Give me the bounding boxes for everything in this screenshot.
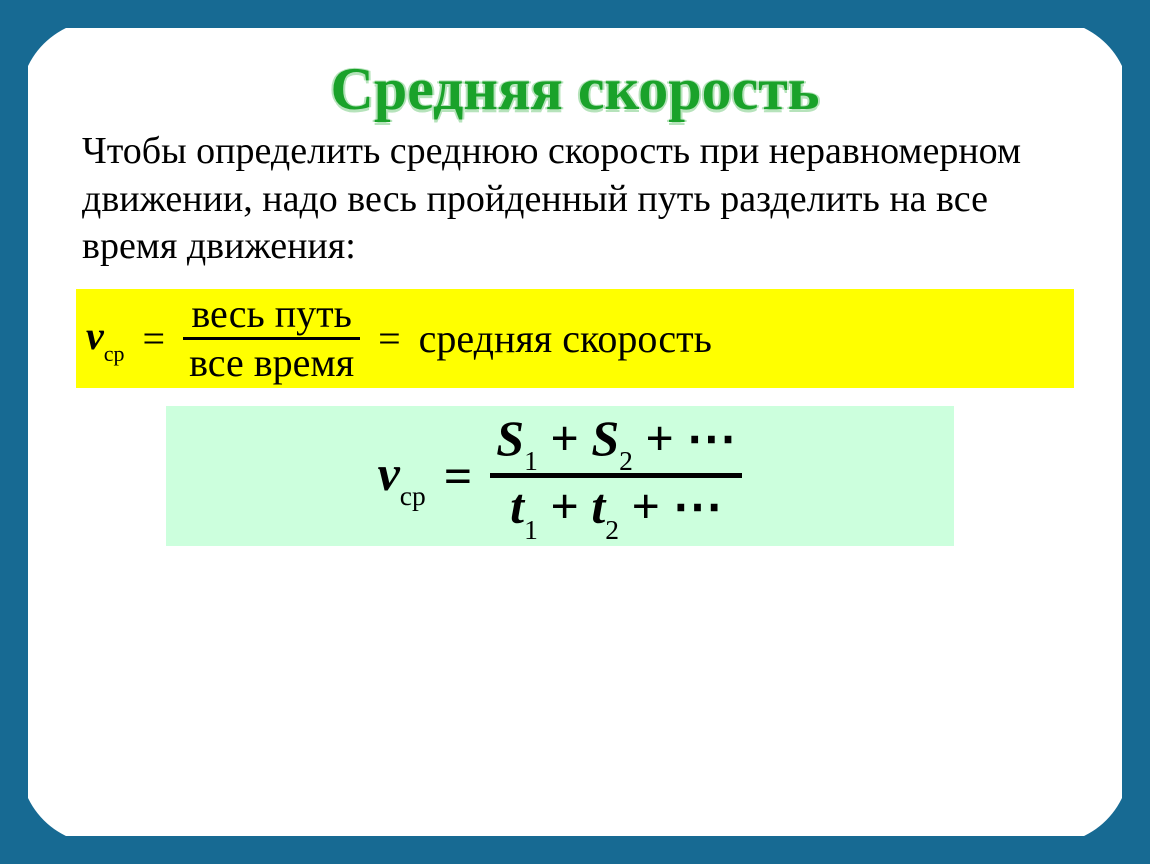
term: t2 <box>591 478 619 534</box>
corner-br-icon <box>972 686 1122 836</box>
slide-frame-outer: Средняя скорость Чтобы определить средню… <box>0 0 1150 864</box>
term: S2 <box>591 410 633 466</box>
sym-frac-den: t1 + t2 + ⋯ <box>504 480 728 540</box>
frac-num: весь путь <box>185 293 358 335</box>
var-v: v <box>86 313 104 358</box>
equals-3: = <box>438 447 479 505</box>
var-v2-sub: ср <box>400 480 426 511</box>
formula-words: vср = весь путь все время = средняя скор… <box>76 289 1074 388</box>
formula-words-lhs: vср <box>86 312 125 364</box>
formula-symbols-frac: S1 + S2 + ⋯ t1 + t2 + ⋯ <box>490 412 742 541</box>
corner-tl-icon <box>28 28 178 178</box>
term: S1 <box>496 410 538 466</box>
formula-symbols-lhs: vср <box>378 444 426 508</box>
var-v2: v <box>378 445 400 501</box>
slide-frame-inner: Средняя скорость Чтобы определить средню… <box>22 22 1128 842</box>
equals-1: = <box>137 315 172 362</box>
corner-tr-icon <box>972 28 1122 178</box>
frac-den: все время <box>183 342 360 384</box>
formula-symbols: vср = S1 + S2 + ⋯ t1 + t2 + ⋯ <box>166 406 954 547</box>
var-v-sub: ср <box>104 341 125 366</box>
formula-words-frac: весь путь все время <box>183 293 360 384</box>
formula-words-rhs: средняя скорость <box>419 315 712 362</box>
corner-bl-icon <box>28 686 178 836</box>
equals-2: = <box>372 315 407 362</box>
term: t1 <box>510 478 538 534</box>
sym-frac-num: S1 + S2 + ⋯ <box>490 412 742 472</box>
slide-body-text: Чтобы определить среднюю скорость при не… <box>76 128 1074 271</box>
slide-title: Средняя скорость <box>76 56 1074 122</box>
